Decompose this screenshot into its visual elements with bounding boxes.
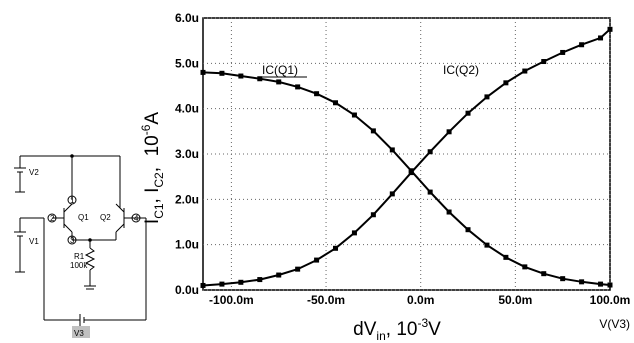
data-point-ic-q2 — [607, 26, 613, 32]
schematic-label-q1: Q1 — [78, 213, 89, 222]
data-point-ic-q2 — [446, 129, 452, 135]
data-point-ic-q2 — [465, 110, 471, 116]
y-axis-title-part-5: -6 — [139, 124, 153, 135]
data-point-ic-q2 — [333, 245, 339, 251]
y-tick-label: 0.0u — [175, 283, 199, 297]
y-tick-label: 6.0u — [175, 11, 199, 25]
data-point-ic-q2 — [295, 266, 301, 272]
data-point-ic-q2 — [389, 191, 395, 197]
plot-area — [202, 17, 611, 291]
y-tick-label: 4.0u — [175, 102, 199, 116]
data-point-ic-q1 — [484, 242, 490, 248]
data-point-ic-q1 — [276, 79, 282, 85]
data-point-ic-q2 — [408, 170, 414, 176]
schematic-label-v2: V2 — [29, 168, 39, 177]
x-axis-title-part-0: dV — [353, 319, 377, 340]
data-point-ic-q1 — [522, 264, 528, 270]
data-point-ic-q2 — [579, 42, 585, 48]
data-point-ic-q1 — [370, 128, 376, 134]
x-tick-label: -50.0m — [307, 293, 345, 307]
data-point-ic-q2 — [276, 272, 282, 278]
x-axis-title-part-4: V — [428, 319, 441, 340]
y-tick-label: 2.0u — [175, 192, 199, 206]
data-point-ic-q2 — [314, 257, 320, 263]
series-line-ic-q2 — [202, 28, 611, 287]
x-tick-label: 100.0m — [590, 293, 631, 307]
data-point-ic-q2 — [560, 49, 566, 55]
data-point-ic-q2 — [427, 149, 433, 155]
data-point-ic-q1 — [238, 73, 244, 79]
schematic-label-r1-value: 100k — [70, 261, 88, 270]
schematic-node-2: 2 — [50, 214, 55, 223]
data-point-ic-q1 — [200, 69, 206, 75]
data-point-ic-q1 — [446, 209, 452, 215]
schematic-node-3: 3 — [70, 236, 75, 245]
series-label-ic-q1: IC(Q1) — [262, 63, 298, 77]
data-point-ic-q1 — [295, 84, 301, 90]
data-point-ic-q1 — [314, 91, 320, 97]
schematic-label-r1: R1 — [74, 252, 85, 261]
series-layer — [200, 26, 613, 288]
x-tick-label: 0.0m — [407, 293, 434, 307]
data-point-ic-q1 — [560, 276, 566, 282]
data-point-ic-q2 — [257, 277, 263, 283]
y-tick-label: 5.0u — [175, 56, 199, 70]
data-point-ic-q1 — [465, 227, 471, 233]
plot-border — [202, 17, 611, 291]
x-axis-variable-label: V(V3) — [599, 317, 630, 331]
data-point-ic-q2 — [370, 212, 376, 218]
data-point-ic-q2 — [484, 94, 490, 100]
y-tick-label: 1.0u — [175, 238, 199, 252]
schematic-node-4: 4 — [134, 214, 139, 223]
data-point-ic-q1 — [579, 279, 585, 285]
data-point-ic-q2 — [219, 281, 225, 287]
series-label-ic-q2: IC(Q2) — [443, 63, 479, 77]
circuit-schematic: V2 V1 V3 Q1 Q2 R1 100k 1 2 3 4 — [14, 154, 147, 338]
data-point-ic-q1 — [598, 281, 604, 287]
x-tick-label: -100.0m — [209, 293, 254, 307]
y-axis-title-part-6: A — [142, 112, 163, 125]
data-point-ic-q2 — [238, 279, 244, 285]
data-point-ic-q1 — [541, 271, 547, 277]
data-point-ic-q1 — [333, 100, 339, 106]
schematic-node-1: 1 — [70, 196, 75, 205]
data-point-ic-q1 — [257, 76, 263, 82]
grid — [203, 17, 611, 291]
x-axis-title-part-3: -3 — [417, 316, 428, 330]
data-point-ic-q1 — [351, 112, 357, 118]
data-point-ic-q2 — [503, 80, 509, 86]
x-tick-label: 50.0m — [498, 293, 532, 307]
x-axis-title-part-1: in — [376, 329, 385, 343]
schematic-label-v1: V1 — [29, 237, 39, 246]
data-point-ic-q1 — [427, 189, 433, 195]
data-point-ic-q2 — [522, 68, 528, 74]
schematic-label-q2: Q2 — [100, 213, 111, 222]
tick-labels: -100.0m -50.0m 0.0m 50.0m 100.0m 0.0u 1.0u 2.0u… — [175, 11, 630, 307]
data-point-ic-q1 — [389, 147, 395, 153]
data-point-ic-q2 — [541, 59, 547, 65]
x-axis-title: dVin, 10-3V — [353, 316, 441, 343]
data-point-ic-q1 — [503, 254, 509, 260]
data-point-ic-q2 — [598, 35, 604, 41]
data-point-ic-q2 — [200, 282, 206, 288]
data-point-ic-q1 — [219, 70, 225, 76]
y-tick-label: 3.0u — [175, 147, 199, 161]
data-point-ic-q1 — [607, 282, 613, 288]
schematic-label-v3: V3 — [74, 329, 84, 338]
series-line-ic-q1 — [202, 71, 611, 286]
data-point-ic-q2 — [351, 230, 357, 236]
data-point-ic-q1 — [408, 168, 414, 174]
x-axis-title-part-2: , 10 — [386, 319, 418, 340]
